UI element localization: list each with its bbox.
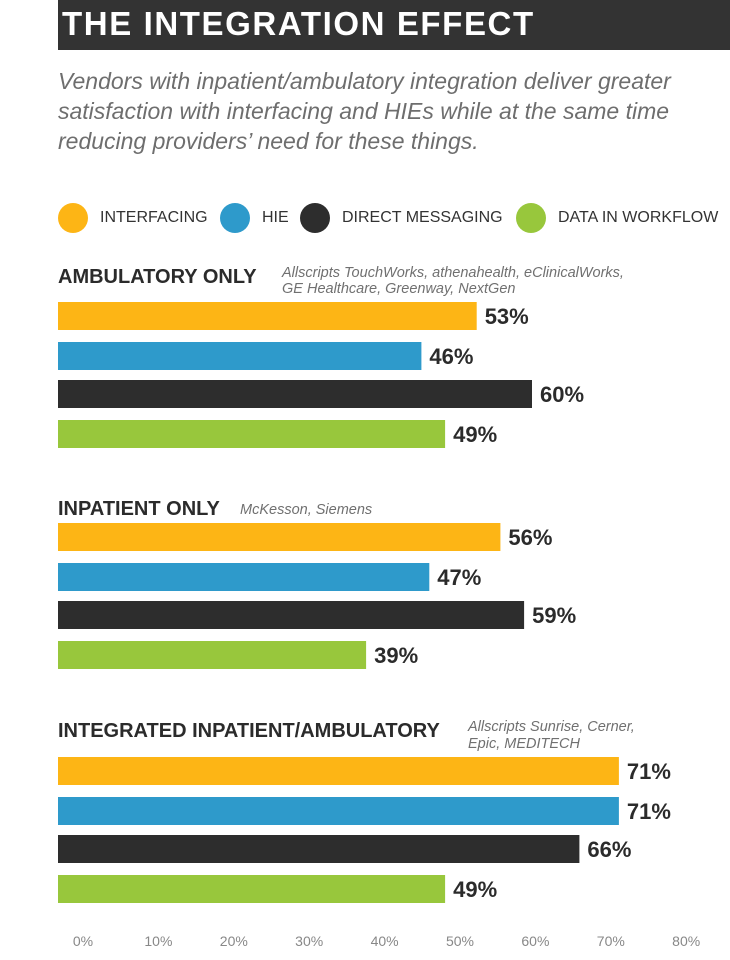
bar-value-label: 47%	[437, 565, 481, 590]
legend-item-data-in-workflow: DATA IN WORKFLOW	[516, 202, 718, 234]
bar-value-label: 59%	[532, 603, 576, 628]
bar-value-label: 49%	[453, 422, 497, 447]
bar-value-label: 71%	[627, 799, 671, 824]
bar-direct-messaging	[58, 835, 580, 863]
legend-label-direct-messaging: DIRECT MESSAGING	[342, 209, 503, 226]
x-tick-label: 30%	[295, 933, 323, 949]
x-tick-label: 80%	[672, 933, 700, 949]
bar-data-in-workflow	[58, 420, 446, 448]
legend-swatch-interfacing	[58, 203, 88, 233]
bar-value-label: 46%	[429, 344, 473, 369]
group-title: AMBULATORY ONLY	[58, 266, 257, 288]
legend-label-interfacing: INTERFACING	[100, 209, 208, 226]
group-title: INTEGRATED INPATIENT/AMBULATORY	[58, 720, 440, 742]
title-bar	[58, 0, 730, 50]
bar-hie	[58, 342, 422, 370]
bar-interfacing	[58, 302, 477, 330]
legend-item-interfacing: INTERFACING	[58, 202, 208, 234]
group-vendors: Allscripts Sunrise, Cerner,	[467, 719, 635, 735]
bar-value-label: 60%	[540, 382, 584, 407]
x-tick-label: 60%	[521, 933, 549, 949]
bar-value-label: 49%	[453, 877, 497, 902]
x-tick-label: 50%	[446, 933, 474, 949]
bar-value-label: 56%	[508, 525, 552, 550]
bar-value-label: 39%	[374, 643, 418, 668]
bar-hie	[58, 563, 430, 591]
x-tick-label: 20%	[220, 933, 248, 949]
group-vendors: Allscripts TouchWorks, athenahealth, eCl…	[281, 265, 624, 281]
group-vendors: McKesson, Siemens	[240, 502, 372, 518]
legend-item-hie: HIE	[220, 202, 289, 234]
legend-item-direct-messaging: DIRECT MESSAGING	[300, 202, 503, 234]
bar-value-label: 66%	[587, 837, 631, 862]
bar-direct-messaging	[58, 601, 525, 629]
x-tick-label: 0%	[73, 933, 93, 949]
group-vendors: GE Healthcare, Greenway, NextGen	[282, 281, 515, 297]
legend-label-hie: HIE	[262, 209, 289, 226]
legend-swatch-hie	[220, 203, 250, 233]
x-tick-label: 70%	[597, 933, 625, 949]
x-tick-label: 40%	[371, 933, 399, 949]
bar-value-label: 71%	[627, 759, 671, 784]
bar-data-in-workflow	[58, 875, 446, 903]
group-vendors: Epic, MEDITECH	[468, 736, 581, 752]
page-title: THE INTEGRATION EFFECT	[62, 5, 535, 42]
bar-interfacing	[58, 523, 501, 551]
bar-hie	[58, 797, 619, 825]
subtitle: Vendors with inpatient/ambulatory integr…	[58, 68, 671, 154]
group-title: INPATIENT ONLY	[58, 498, 221, 520]
bar-data-in-workflow	[58, 641, 367, 669]
bar-value-label: 53%	[485, 304, 529, 329]
legend: INTERFACING HIE DIRECT MESSAGING DATA IN…	[58, 202, 730, 234]
bar-interfacing	[58, 757, 619, 785]
legend-label-data-in-workflow: DATA IN WORKFLOW	[558, 209, 719, 226]
legend-swatch-direct-messaging	[300, 203, 330, 233]
bar-direct-messaging	[58, 380, 532, 408]
legend-swatch-data-in-workflow	[516, 203, 546, 233]
x-tick-label: 10%	[144, 933, 172, 949]
